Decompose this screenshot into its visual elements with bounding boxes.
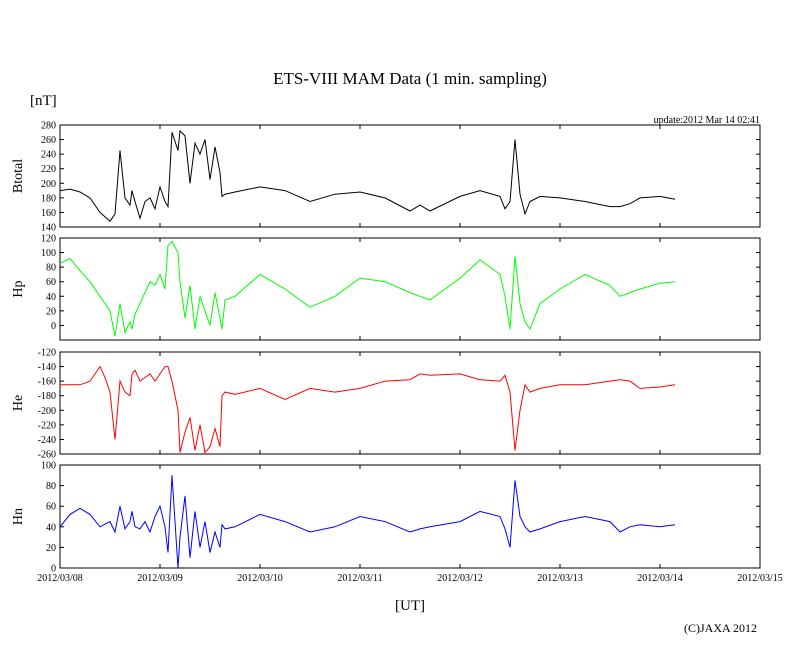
y-tick-label-hp: 100	[41, 248, 56, 259]
panel-btotal: 140 160 180 200 220 240 260 280 Btotal	[11, 121, 761, 234]
y-tick-label-hp: 60	[46, 277, 56, 288]
y-tick-label-hn: 0	[51, 564, 56, 575]
x-tick-label: 2012/03/12	[437, 573, 483, 584]
y-tick-label-btotal: 240	[41, 150, 56, 161]
series-line-btotal	[60, 129, 676, 222]
y-tick-label-hp: 40	[46, 292, 56, 303]
y-tick-label-he: -160	[38, 377, 56, 388]
panel-hn: 0 20 40 60 80 100 Hn	[11, 461, 761, 575]
y-tick-label-hn: 20	[46, 543, 56, 554]
y-tick-label-he: -240	[38, 435, 56, 446]
y-tick-label-hn: 80	[46, 481, 56, 492]
y-axis-label-btotal: Btotal	[11, 159, 26, 193]
y-tick-label-hn: 60	[46, 502, 56, 513]
chart-panels: 140160180200220240260280Btotal0204060801…	[11, 121, 761, 575]
panel-frame-hp	[59, 237, 761, 341]
y-tick-label-btotal: 260	[41, 135, 56, 146]
panel-he: -260 -240 -220 -200 -180 -160 -140 -120 He	[11, 348, 761, 461]
y-tick-label-hp: 80	[46, 263, 56, 274]
y-tick-label-btotal: 140	[41, 223, 56, 234]
y-tick-label-he: -140	[38, 362, 56, 373]
y-tick-label-hp: 0	[51, 321, 56, 332]
update-timestamp: update:2012 Mar 14 02:41	[654, 115, 760, 126]
panel-frame-btotal	[59, 124, 761, 228]
panel-frame-he	[59, 351, 761, 455]
y-axis-label-he: He	[11, 395, 26, 411]
x-tick-label: 2012/03/14	[637, 573, 683, 584]
x-tick-label: 2012/03/10	[237, 573, 283, 584]
y-axis-label-hn: Hn	[11, 508, 26, 525]
panel-frame-hn	[59, 464, 761, 569]
y-tick-label-hn: 100	[41, 461, 56, 472]
y-tick-label-btotal: 180	[41, 193, 56, 204]
x-tick-label: 2012/03/08	[37, 573, 83, 584]
x-tick-label: 2012/03/15	[737, 573, 783, 584]
y-tick-label-he: -260	[38, 450, 56, 461]
x-tick-label: 2012/03/13	[537, 573, 583, 584]
panel-hp: 0 20 40 60 80 100 120 Hp	[11, 234, 761, 341]
unit-label: [nT]	[30, 93, 57, 109]
y-tick-label-he: -220	[38, 420, 56, 431]
y-tick-label-hp: 20	[46, 306, 56, 317]
y-tick-label-btotal: 200	[41, 179, 56, 190]
series-line-hp	[60, 240, 676, 337]
y-tick-label-he: -180	[38, 391, 56, 402]
y-tick-label-btotal: 160	[41, 208, 56, 219]
chart-title: ETS-VIII MAM Data (1 min. sampling)	[273, 69, 547, 88]
x-axis-ticks: 2012/03/08 2012/03/09 2012/03/10 2012/03/11…	[37, 573, 783, 584]
y-axis-label-hp: Hp	[11, 280, 26, 297]
series-line-he	[60, 365, 676, 454]
y-tick-label-he: -120	[38, 348, 56, 359]
x-tick-label: 2012/03/11	[337, 573, 382, 584]
y-tick-label-hn: 40	[46, 522, 56, 533]
y-tick-label-hp: 120	[41, 234, 56, 245]
y-tick-label-btotal: 220	[41, 164, 56, 175]
series-line-hn	[60, 475, 676, 568]
y-tick-label-he: -200	[38, 406, 56, 417]
x-axis-label: [UT]	[395, 598, 425, 614]
x-tick-label: 2012/03/09	[137, 573, 183, 584]
y-tick-label-btotal: 280	[41, 121, 56, 132]
copyright-text: (C)JAXA 2012	[684, 621, 757, 635]
